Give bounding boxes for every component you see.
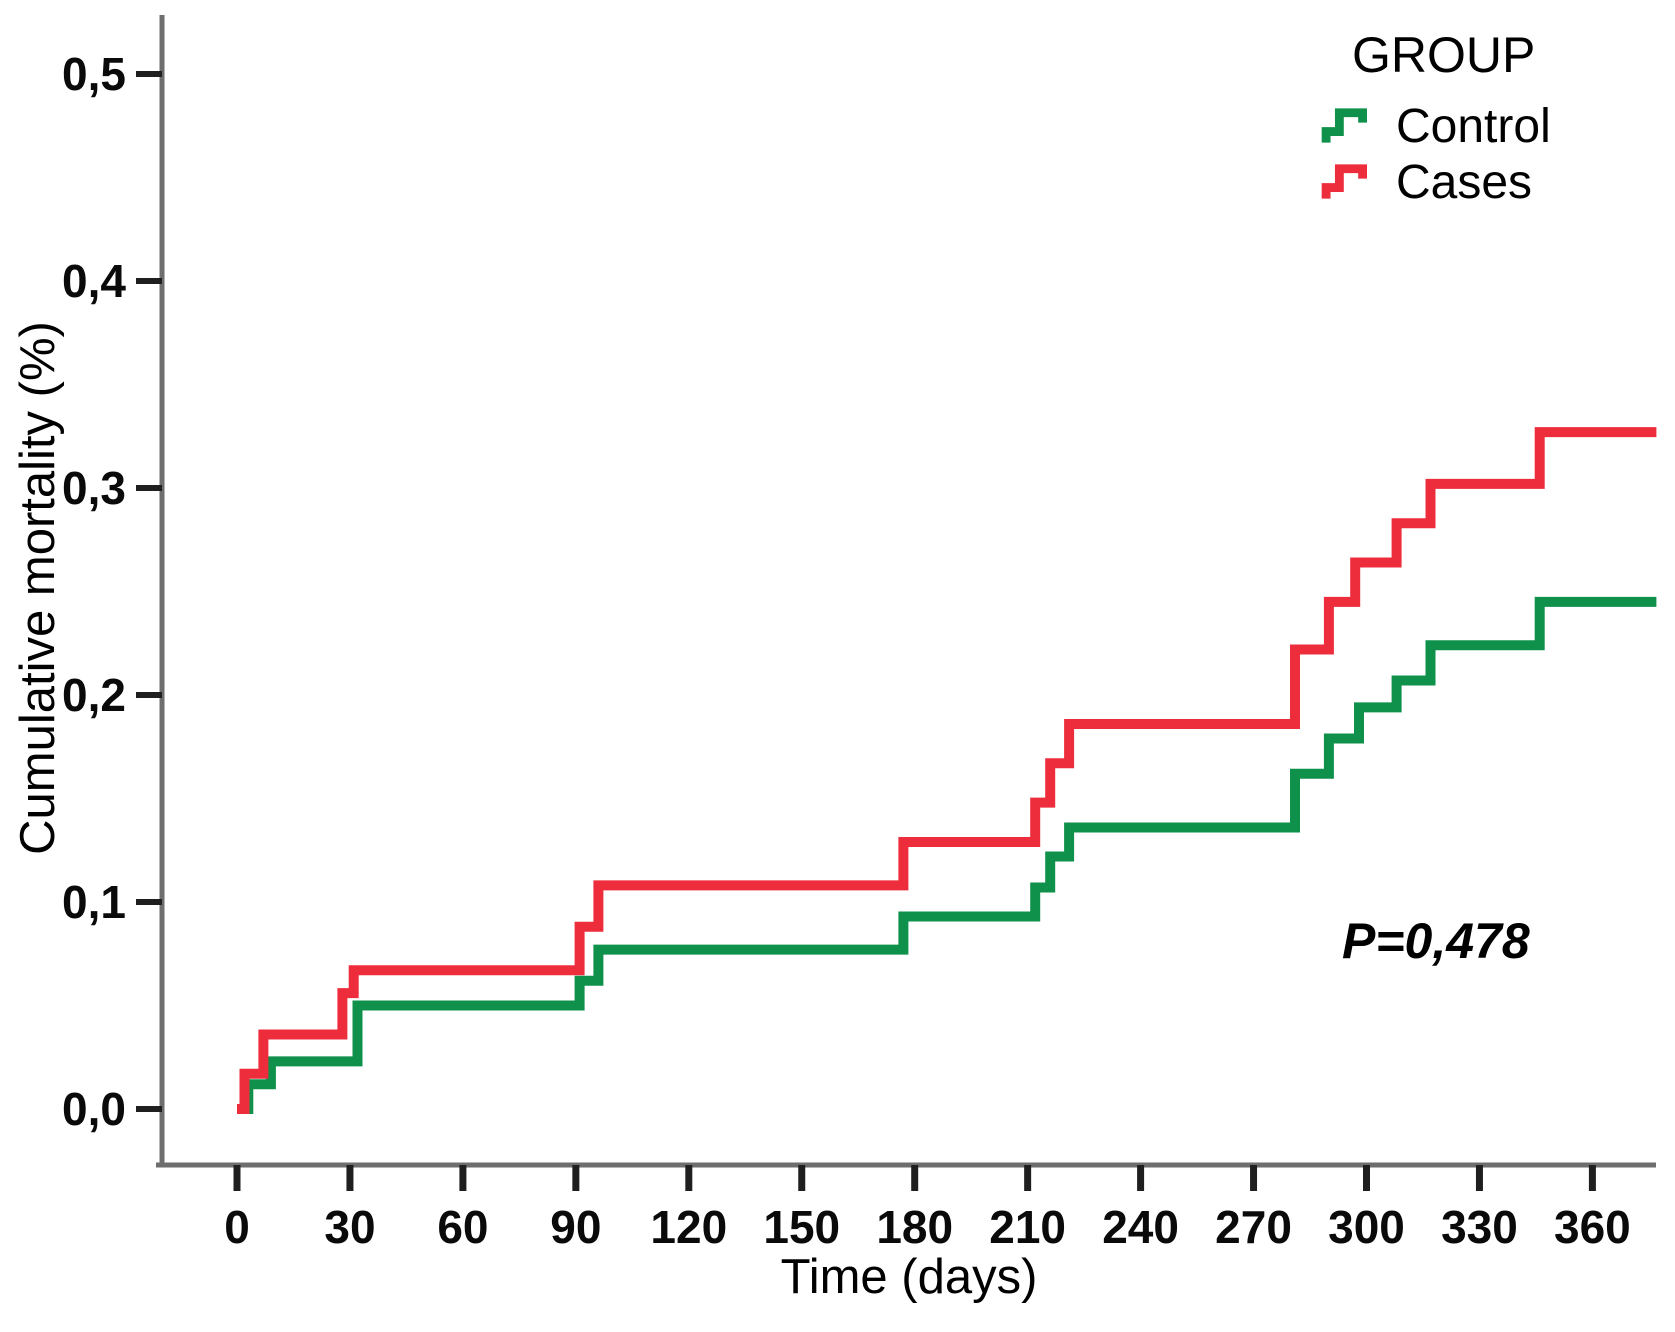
legend-item-control: Control [1306,98,1551,154]
y-tick-label: 0,0 [62,1083,126,1135]
x-axis-title: Time (days) [780,1250,1038,1304]
y-tick-label: 0,2 [62,669,126,721]
x-tick-label: 240 [1102,1201,1179,1253]
x-tick-label: 150 [763,1201,840,1253]
x-tick-label: 210 [989,1201,1066,1253]
x-tick-label: 0 [224,1201,250,1253]
cases-step-glyph [1321,164,1367,199]
y-tick-label: 0,3 [62,462,126,514]
series-control [237,596,1657,1114]
x-tick-label: 270 [1215,1201,1292,1253]
legend: GROUP Control Cases [1306,26,1551,210]
x-tick-label: 30 [324,1201,375,1253]
cases-step-icon [1321,164,1367,199]
series-cases [237,427,1657,1114]
x-tick-label: 180 [876,1201,953,1253]
x-tick-label: 300 [1328,1201,1405,1253]
x-tick-label: 90 [550,1201,601,1253]
legend-label-cases: Cases [1396,155,1533,209]
p-value-annotation: P=0,478 [1342,913,1530,969]
y-tick-label: 0,5 [62,48,126,100]
y-tick-label: 0,4 [62,255,126,307]
x-tick-label: 330 [1441,1201,1518,1253]
legend-label-control: Control [1396,99,1551,153]
control-step-glyph [1321,108,1367,143]
legend-title: GROUP [1352,27,1536,83]
control-step-icon [1321,108,1367,143]
y-axis-title: Cumulative mortality (%) [11,321,65,855]
x-tick-label: 360 [1554,1201,1631,1253]
legend-item-cases: Cases [1306,154,1551,210]
y-tick-label: 0,1 [62,876,126,928]
x-tick-label: 120 [650,1201,727,1253]
x-tick-label: 60 [437,1201,488,1253]
